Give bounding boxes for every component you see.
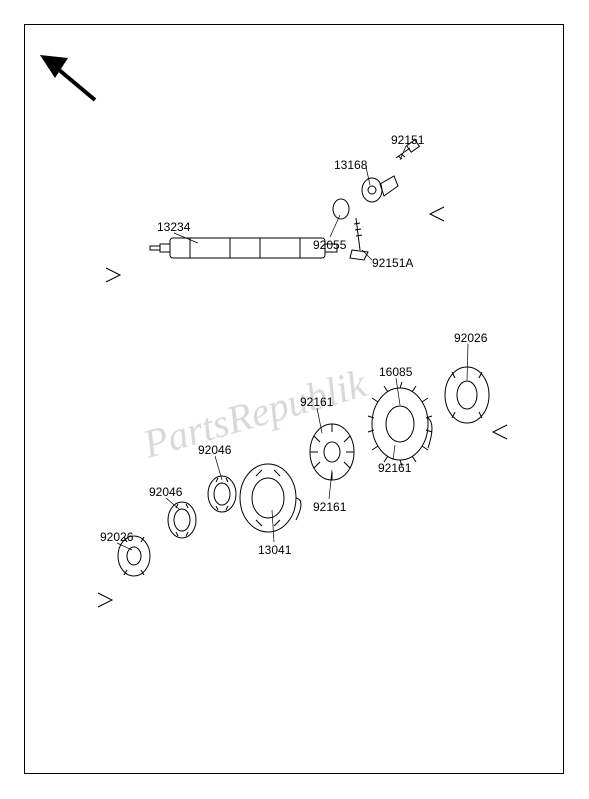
label-13041: 13041	[258, 543, 291, 557]
label-92026T: 92026	[454, 331, 487, 345]
part-lever-13168	[362, 176, 398, 202]
part-shaft-13234	[150, 238, 337, 258]
diagram-svg	[0, 0, 589, 799]
part-bearing-92046-left	[168, 502, 196, 538]
part-bearing-92046-right	[208, 476, 236, 512]
label-92046R: 92046	[198, 443, 231, 457]
label-92161R: 92161	[378, 461, 411, 475]
label-92026B: 92026	[100, 530, 133, 544]
part-hub-13041	[240, 464, 301, 532]
label-92046L: 92046	[149, 485, 182, 499]
part-gear-16085	[368, 382, 432, 466]
corner-arrow-icon	[40, 55, 95, 100]
label-13234: 13234	[157, 220, 190, 234]
label-13168: 13168	[334, 158, 367, 172]
label-92161B: 92161	[313, 500, 346, 514]
label-92151A: 92151A	[372, 256, 413, 270]
label-92151: 92151	[391, 133, 424, 147]
label-16085: 16085	[379, 365, 412, 379]
part-oring-92055	[333, 199, 349, 219]
label-92055: 92055	[313, 238, 346, 252]
label-92161T: 92161	[300, 395, 333, 409]
parts-illustration	[118, 140, 489, 576]
